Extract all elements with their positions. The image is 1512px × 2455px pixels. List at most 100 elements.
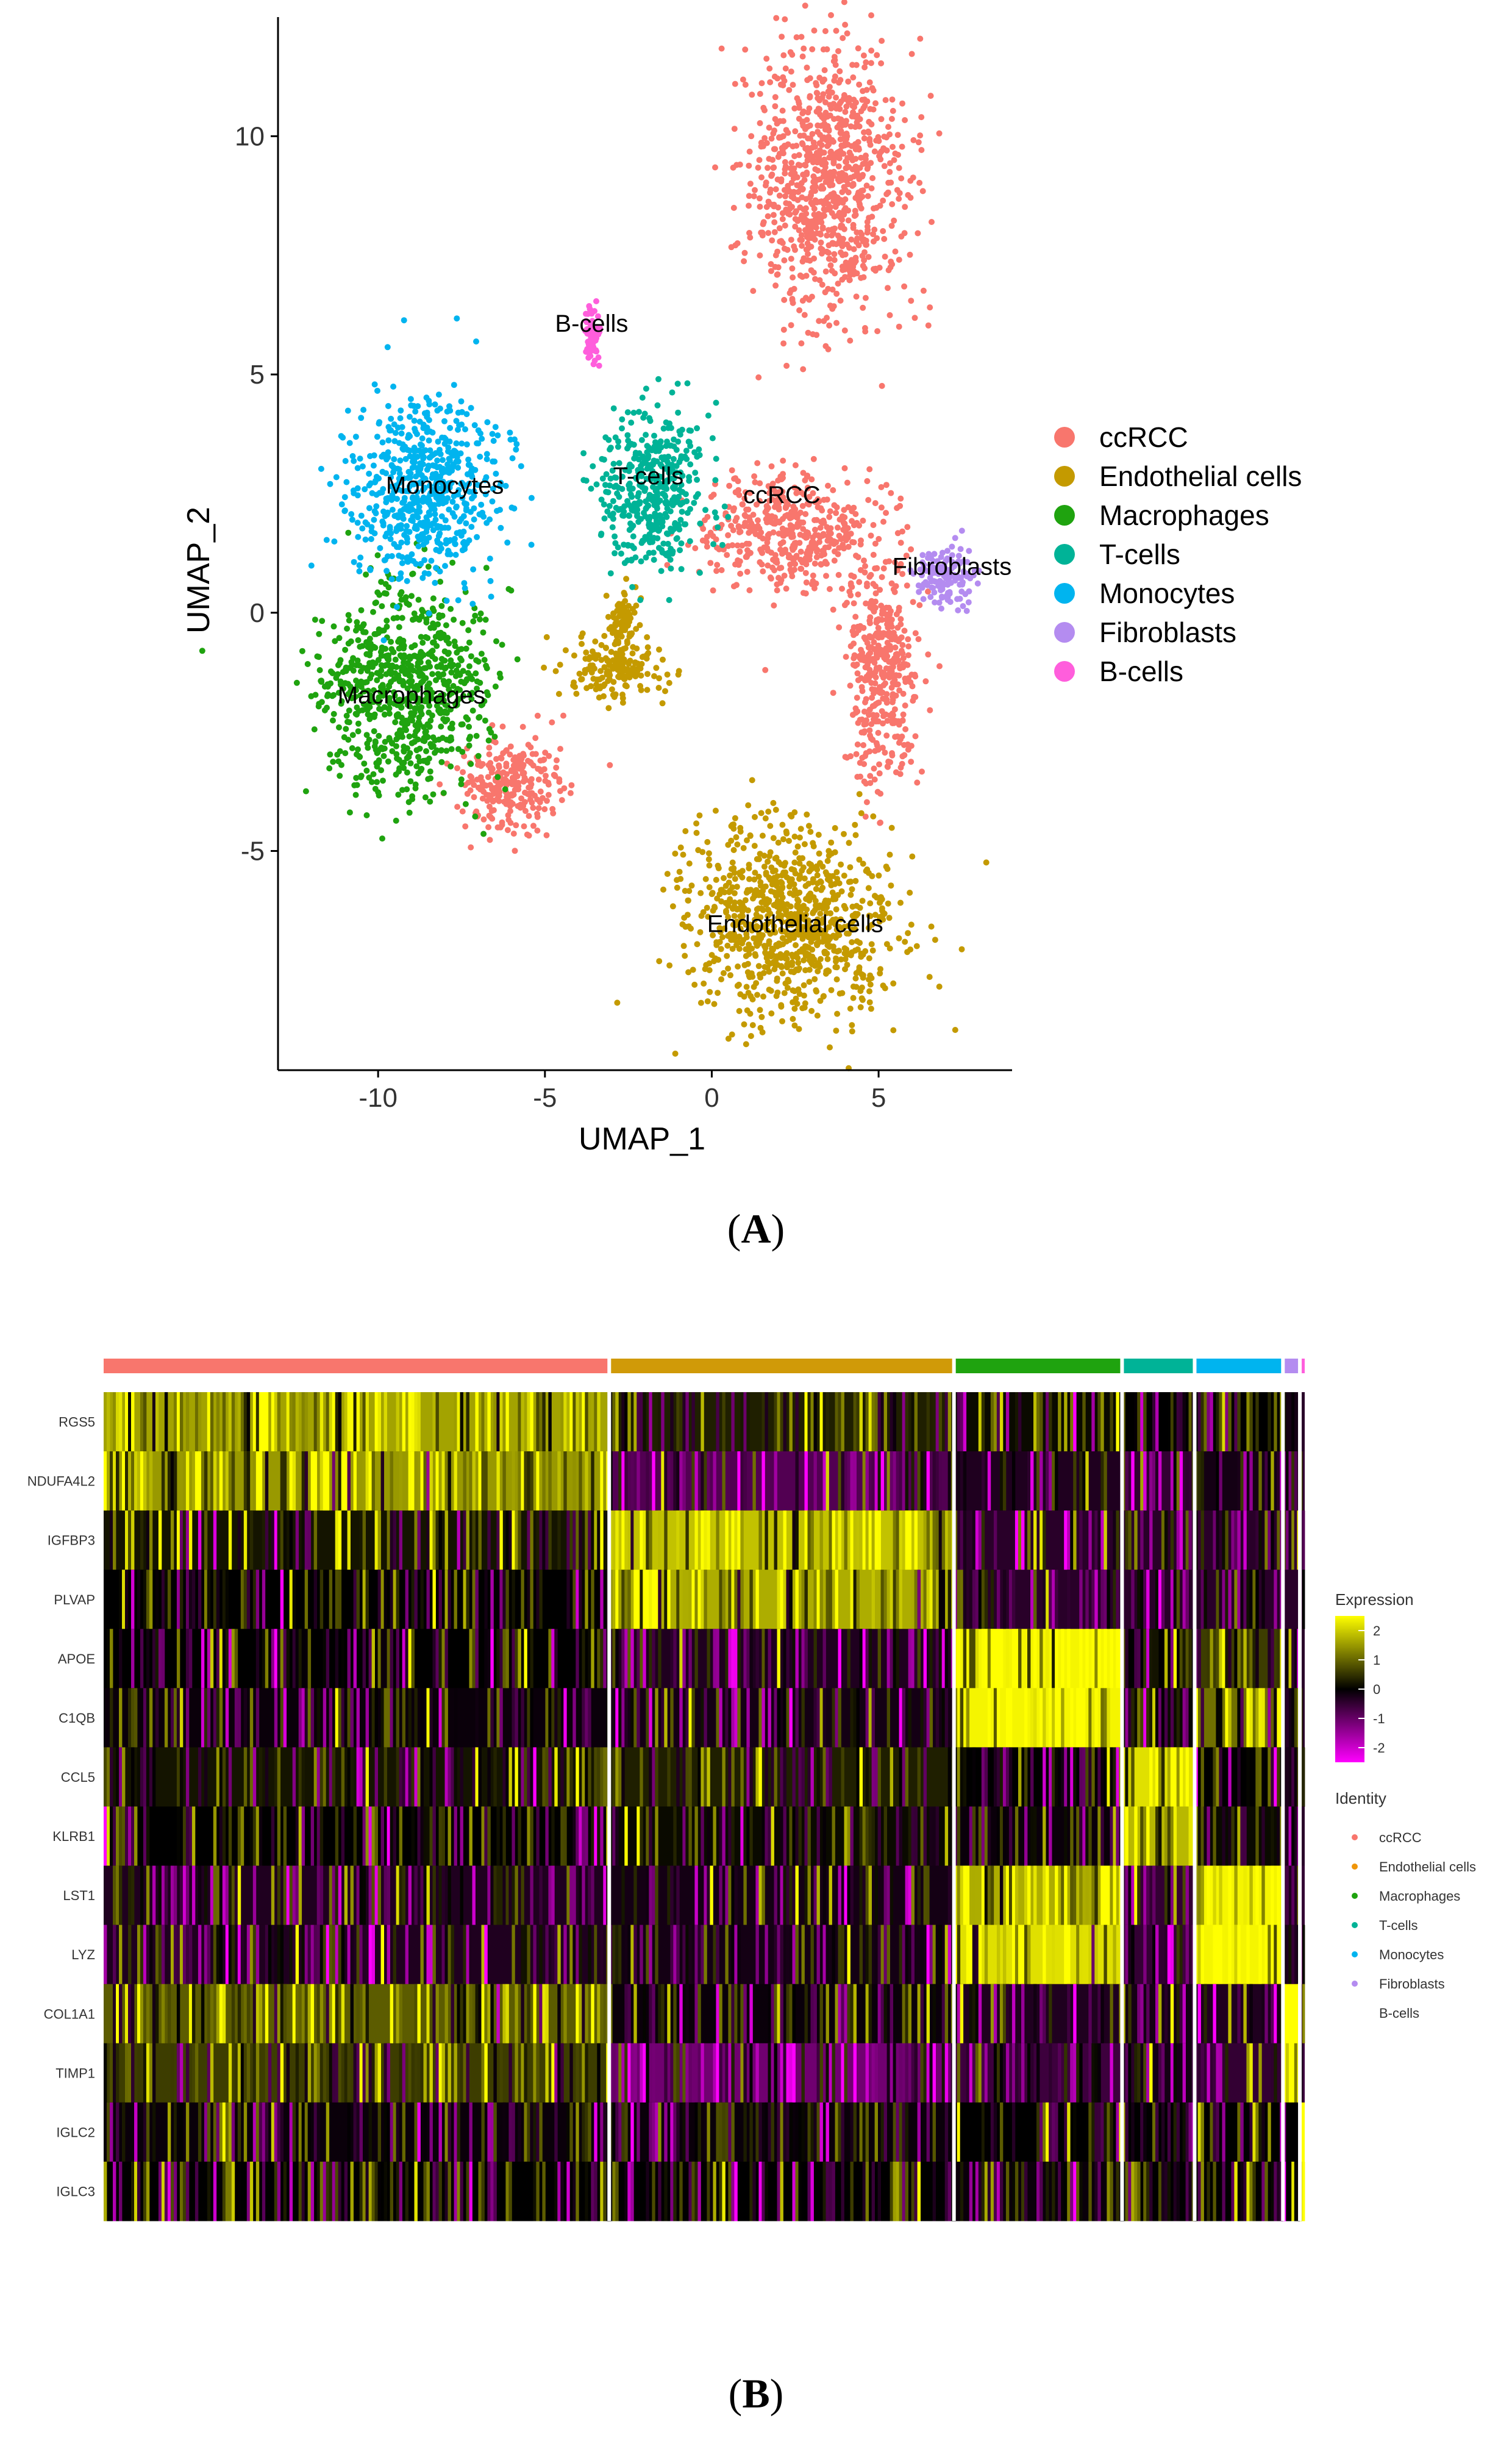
umap-point xyxy=(616,629,622,636)
umap-point xyxy=(745,506,752,513)
umap-point xyxy=(428,557,435,564)
umap-point xyxy=(890,1027,897,1034)
umap-point xyxy=(729,1031,735,1038)
umap-point xyxy=(822,207,829,213)
umap-point xyxy=(492,683,499,690)
umap-point xyxy=(889,201,896,207)
umap-point xyxy=(366,704,373,710)
umap-point xyxy=(542,777,549,784)
umap-point xyxy=(408,644,415,651)
umap-point xyxy=(793,490,800,496)
umap-point xyxy=(496,762,502,769)
umap-point xyxy=(323,537,330,543)
umap-point xyxy=(358,625,365,632)
umap-point xyxy=(508,504,515,511)
umap-point xyxy=(854,229,860,236)
umap-point xyxy=(512,848,518,854)
umap-point xyxy=(824,232,830,239)
umap-point xyxy=(868,160,874,166)
umap-point xyxy=(651,557,657,563)
umap-point xyxy=(327,680,334,687)
umap-point xyxy=(801,312,808,318)
umap-point xyxy=(540,795,546,801)
umap-point xyxy=(507,808,513,815)
umap-point xyxy=(744,568,751,575)
umap-point xyxy=(370,771,377,777)
umap-point xyxy=(503,747,510,754)
umap-point xyxy=(896,323,902,330)
umap-point xyxy=(802,911,809,918)
umap-point xyxy=(404,446,411,453)
umap-point xyxy=(710,932,716,938)
umap-point xyxy=(782,65,789,72)
umap-point xyxy=(774,943,780,949)
umap-point xyxy=(862,295,869,301)
umap-point xyxy=(734,841,741,848)
umap-point xyxy=(783,504,789,510)
umap-point xyxy=(651,502,658,509)
umap-point xyxy=(844,534,851,541)
umap-point xyxy=(601,456,607,463)
umap-point xyxy=(580,477,587,484)
umap-point xyxy=(471,794,477,801)
umap-point xyxy=(812,499,819,506)
umap-point xyxy=(568,782,575,788)
umap-point xyxy=(421,546,428,552)
umap-point xyxy=(617,506,624,512)
umap-point xyxy=(835,930,841,937)
umap-point xyxy=(615,443,621,450)
umap-point xyxy=(522,807,529,814)
umap-point xyxy=(886,312,893,318)
umap-point xyxy=(799,935,806,942)
umap-point xyxy=(733,515,740,521)
umap-point xyxy=(496,793,502,799)
umap-point xyxy=(752,893,758,899)
umap-point xyxy=(758,810,765,817)
umap-point xyxy=(458,776,465,783)
umap-point xyxy=(661,454,668,460)
umap-point xyxy=(899,143,905,150)
umap-point xyxy=(480,816,487,823)
umap-point xyxy=(888,608,894,615)
umap-point xyxy=(606,502,613,509)
umap-point xyxy=(468,844,474,851)
umap-point xyxy=(800,526,807,532)
umap-point xyxy=(760,568,766,574)
umap-point xyxy=(456,670,463,677)
umap-point xyxy=(845,78,852,85)
umap-point xyxy=(858,984,865,991)
umap-point xyxy=(783,874,790,881)
umap-point xyxy=(657,438,664,445)
umap-point xyxy=(601,632,608,639)
umap-point xyxy=(847,682,854,689)
umap-point xyxy=(860,274,867,281)
umap-point xyxy=(398,539,405,546)
umap-point xyxy=(837,298,844,304)
umap-point xyxy=(788,237,794,243)
umap-point xyxy=(905,652,911,659)
umap-point xyxy=(730,821,737,827)
umap-point xyxy=(371,711,378,718)
umap-point xyxy=(900,711,907,718)
umap-point xyxy=(929,219,935,225)
umap-point xyxy=(867,972,874,979)
umap-point xyxy=(728,837,735,844)
umap-point xyxy=(731,870,738,876)
umap-point xyxy=(908,921,915,928)
umap-point xyxy=(789,573,796,579)
umap-point xyxy=(597,668,604,674)
umap-point xyxy=(401,743,407,750)
umap-point xyxy=(772,807,779,813)
umap-point xyxy=(799,243,805,249)
umap-point xyxy=(845,217,852,224)
umap-point xyxy=(800,171,807,178)
umap-point xyxy=(811,585,818,591)
umap-point xyxy=(796,860,803,867)
umap-point xyxy=(813,580,819,587)
umap-point xyxy=(486,745,493,751)
umap-point xyxy=(880,912,886,918)
umap-point xyxy=(833,95,840,101)
umap-point xyxy=(527,796,533,803)
umap-point xyxy=(772,263,779,270)
umap-point xyxy=(854,695,860,701)
